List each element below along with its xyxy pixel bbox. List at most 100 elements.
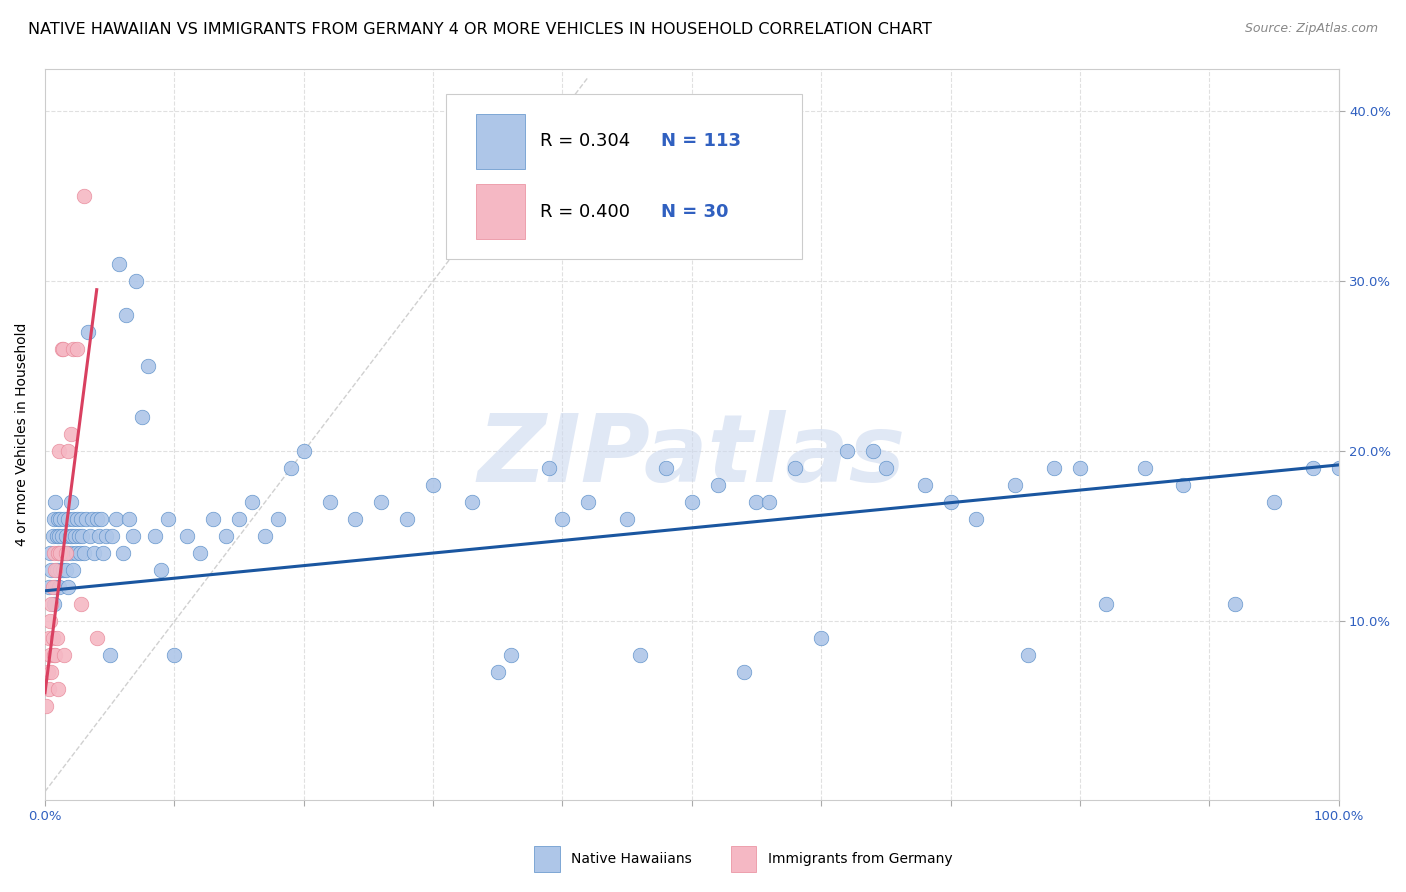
Point bbox=[53, 648, 76, 663]
Point bbox=[75, 512, 97, 526]
Point bbox=[292, 444, 315, 458]
Point bbox=[60, 529, 83, 543]
Point bbox=[215, 529, 238, 543]
Point bbox=[1302, 461, 1324, 475]
Point bbox=[55, 529, 77, 543]
Point bbox=[965, 512, 987, 526]
Point bbox=[35, 699, 58, 714]
Point bbox=[51, 546, 73, 560]
Point bbox=[80, 512, 103, 526]
Point bbox=[91, 546, 114, 560]
Point bbox=[1004, 478, 1026, 492]
Point bbox=[86, 632, 108, 646]
Point bbox=[1017, 648, 1039, 663]
Point bbox=[98, 648, 121, 663]
Point bbox=[66, 512, 89, 526]
Point bbox=[202, 512, 225, 526]
Point bbox=[51, 529, 73, 543]
Point bbox=[53, 512, 76, 526]
Point bbox=[59, 546, 82, 560]
Point bbox=[45, 529, 67, 543]
Point bbox=[46, 682, 69, 697]
Point bbox=[396, 512, 419, 526]
Point bbox=[576, 495, 599, 509]
Text: N = 30: N = 30 bbox=[661, 202, 728, 221]
Point bbox=[538, 461, 561, 475]
Point bbox=[105, 512, 128, 526]
Point bbox=[914, 478, 936, 492]
Point bbox=[52, 563, 75, 577]
Point bbox=[42, 632, 65, 646]
Point bbox=[42, 546, 65, 560]
Point bbox=[59, 427, 82, 442]
Point bbox=[48, 529, 70, 543]
Point bbox=[41, 598, 63, 612]
Point bbox=[267, 512, 290, 526]
Point bbox=[461, 495, 484, 509]
Point bbox=[45, 563, 67, 577]
Point bbox=[66, 343, 89, 357]
Point bbox=[143, 529, 166, 543]
Point bbox=[118, 512, 141, 526]
Point bbox=[42, 529, 65, 543]
Point bbox=[1223, 598, 1246, 612]
Point bbox=[76, 325, 98, 339]
Point bbox=[90, 512, 112, 526]
Point bbox=[48, 444, 70, 458]
Point bbox=[62, 343, 84, 357]
Point bbox=[681, 495, 703, 509]
Point bbox=[51, 343, 73, 357]
Point bbox=[73, 189, 96, 203]
Point bbox=[875, 461, 897, 475]
Point bbox=[69, 546, 91, 560]
Point bbox=[83, 546, 105, 560]
Point bbox=[862, 444, 884, 458]
Point bbox=[39, 648, 62, 663]
Point bbox=[122, 529, 145, 543]
Point bbox=[46, 512, 69, 526]
Point bbox=[39, 615, 62, 629]
Point bbox=[46, 546, 69, 560]
Point bbox=[79, 529, 101, 543]
Point bbox=[939, 495, 962, 509]
Point bbox=[107, 257, 129, 271]
Point bbox=[44, 581, 66, 595]
Point bbox=[486, 665, 509, 680]
Point bbox=[42, 512, 65, 526]
Point bbox=[1173, 478, 1195, 492]
Point bbox=[67, 529, 90, 543]
Point bbox=[49, 512, 72, 526]
Point bbox=[49, 563, 72, 577]
Point bbox=[45, 632, 67, 646]
FancyBboxPatch shape bbox=[475, 185, 524, 239]
Point bbox=[48, 581, 70, 595]
Point bbox=[422, 478, 444, 492]
FancyBboxPatch shape bbox=[446, 95, 801, 259]
Point bbox=[41, 563, 63, 577]
Point bbox=[42, 598, 65, 612]
Point bbox=[131, 410, 153, 425]
Text: Immigrants from Germany: Immigrants from Germany bbox=[768, 852, 952, 866]
Point bbox=[53, 546, 76, 560]
Point bbox=[42, 581, 65, 595]
Point bbox=[1094, 598, 1116, 612]
Point bbox=[38, 682, 60, 697]
Point bbox=[1263, 495, 1285, 509]
Point bbox=[280, 461, 302, 475]
Point bbox=[58, 529, 80, 543]
Point bbox=[62, 512, 84, 526]
Point bbox=[1133, 461, 1156, 475]
Point bbox=[706, 478, 728, 492]
Point bbox=[655, 461, 678, 475]
Point bbox=[1069, 461, 1091, 475]
Point bbox=[156, 512, 179, 526]
Point bbox=[73, 546, 96, 560]
Point bbox=[44, 648, 66, 663]
Point bbox=[56, 546, 79, 560]
Point bbox=[62, 563, 84, 577]
Point bbox=[616, 512, 638, 526]
Point bbox=[70, 598, 93, 612]
Point bbox=[1327, 461, 1350, 475]
Point bbox=[58, 581, 80, 595]
Point bbox=[163, 648, 186, 663]
